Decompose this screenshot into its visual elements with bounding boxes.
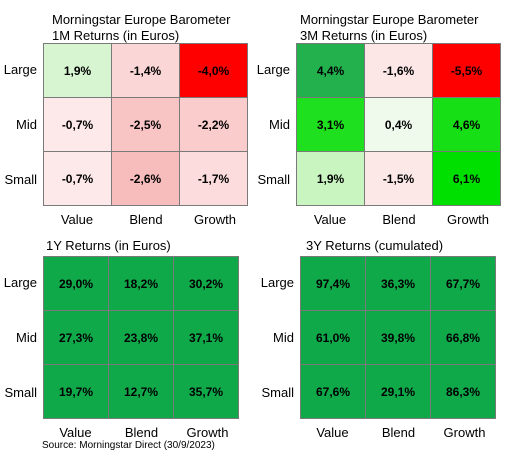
heatmap-cell: 29,1% xyxy=(366,365,431,419)
heatmap-cell: -1,5% xyxy=(365,152,433,206)
heatmap-cell: 18,2% xyxy=(109,257,174,311)
heatmap-cell: 19,7% xyxy=(44,365,109,419)
row-label: Small xyxy=(4,385,37,400)
heatmap-cell: 61,0% xyxy=(301,311,366,365)
heatmap-cell: 12,7% xyxy=(109,365,174,419)
panel-title: Morningstar Europe Barometer xyxy=(52,12,231,27)
column-label: Value xyxy=(60,212,94,227)
panel-subtitle: 3M Returns (in Euros) xyxy=(300,28,428,43)
panel-subtitle: 1Y Returns (in Euros) xyxy=(46,238,171,253)
row-label: Large xyxy=(3,275,37,290)
heatmap-cell: 6,1% xyxy=(433,152,501,206)
heatmap-cell: 0,4% xyxy=(365,98,433,152)
heatmap-cell: -2,6% xyxy=(112,152,180,206)
heatmap-cell: -5,5% xyxy=(433,44,501,98)
heatmap-cell: 36,3% xyxy=(366,257,431,311)
row-label: Small xyxy=(4,172,37,187)
heatmap-cell: -2,5% xyxy=(112,98,180,152)
heatmap-cell: 67,6% xyxy=(301,365,366,419)
heatmap-cell: -4,0% xyxy=(180,44,248,98)
heatmap-cell: 4,4% xyxy=(297,44,365,98)
heatmap-cell: 3,1% xyxy=(297,98,365,152)
heatmap-cell: 1,9% xyxy=(44,44,112,98)
heatmap-cell: 29,0% xyxy=(44,257,109,311)
row-label: Mid xyxy=(273,330,294,345)
column-label: Value xyxy=(59,425,92,440)
heatmap-cell: 39,8% xyxy=(366,311,431,365)
heatmap-cell: 4,6% xyxy=(433,98,501,152)
heatmap-grid: 29,0% 18,2% 30,2% 27,3% 23,8% 37,1% 19,7% 12,7%… xyxy=(43,256,239,419)
heatmap-cell: -1,4% xyxy=(112,44,180,98)
heatmap-cell: -1,7% xyxy=(180,152,248,206)
heatmap-cell: 86,3% xyxy=(431,365,496,419)
heatmap-grid: 4,4% -1,6% -5,5% 3,1% 0,4% 4,6% 1,9% -1,5% 6,1% xyxy=(296,43,501,206)
column-label: Growth xyxy=(186,425,229,440)
row-label: Large xyxy=(260,275,294,290)
heatmap-grid: 97,4% 36,3% 67,7% 61,0% 39,8% 66,8% 67,6% 29,1%… xyxy=(300,256,496,419)
row-label: Large xyxy=(3,62,37,77)
panel-subtitle: 3Y Returns (cumulated) xyxy=(306,238,444,253)
heatmap-cell: 37,1% xyxy=(174,311,239,365)
row-label: Mid xyxy=(16,330,37,345)
heatmap-cell: -2,2% xyxy=(180,98,248,152)
column-label: Growth xyxy=(194,212,236,227)
column-label: Blend xyxy=(381,425,416,440)
column-label: Growth xyxy=(447,212,489,227)
row-label: Small xyxy=(261,385,294,400)
panel-title: Morningstar Europe Barometer xyxy=(300,12,479,27)
panel-subtitle: 1M Returns (in Euros) xyxy=(52,28,180,43)
column-label: Value xyxy=(316,425,349,440)
column-label: Blend xyxy=(129,212,163,227)
heatmap-cell: 35,7% xyxy=(174,365,239,419)
heatmap-cell: 30,2% xyxy=(174,257,239,311)
row-label: Mid xyxy=(269,117,290,132)
row-label: Mid xyxy=(16,117,37,132)
heatmap-cell: 27,3% xyxy=(44,311,109,365)
row-label: Small xyxy=(257,172,290,187)
heatmap-cell: 97,4% xyxy=(301,257,366,311)
column-label: Value xyxy=(313,212,347,227)
source-note: Source: Morningstar Direct (30/9/2023) xyxy=(42,440,215,451)
column-label: Blend xyxy=(124,425,159,440)
heatmap-cell: 66,8% xyxy=(431,311,496,365)
heatmap-cell: -0,7% xyxy=(44,152,112,206)
heatmap-cell: 23,8% xyxy=(109,311,174,365)
column-label: Blend xyxy=(382,212,416,227)
heatmap-cell: 1,9% xyxy=(297,152,365,206)
heatmap-cell: -1,6% xyxy=(365,44,433,98)
heatmap-grid: 1,9% -1,4% -4,0% -0,7% -2,5% -2,2% -0,7% -2,6% -… xyxy=(43,43,248,206)
heatmap-cell: 67,7% xyxy=(431,257,496,311)
row-label: Large xyxy=(256,62,290,77)
heatmap-cell: -0,7% xyxy=(44,98,112,152)
column-label: Growth xyxy=(443,425,486,440)
